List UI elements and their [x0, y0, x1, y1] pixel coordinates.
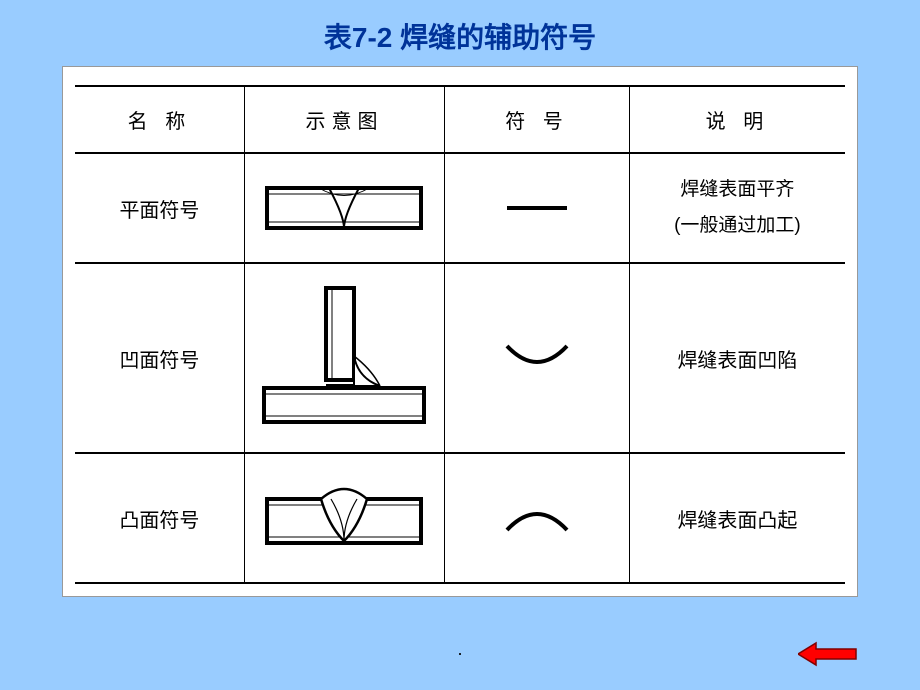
row1-symbol	[445, 153, 630, 263]
row1-name: 平面符号	[75, 153, 244, 263]
convex-symbol-icon	[477, 488, 597, 548]
concave-symbol-icon	[477, 328, 597, 388]
symbol-table-container: 名 称 示意图 符 号 说 明 平面符号	[62, 66, 858, 597]
row1-description: 焊缝表面平齐 (一般通过加工)	[629, 153, 845, 263]
header-diagram: 示意图	[244, 86, 444, 153]
header-name: 名 称	[75, 86, 244, 153]
footer-dot: .	[457, 639, 462, 660]
header-description: 说 明	[629, 86, 845, 153]
row2-diagram	[244, 263, 444, 453]
table-row: 凹面符号	[75, 263, 845, 453]
concave-weld-diagram-icon	[254, 278, 434, 438]
row3-symbol	[445, 453, 630, 583]
row3-description: 焊缝表面凸起	[629, 453, 845, 583]
back-arrow-button[interactable]	[798, 641, 858, 672]
row2-description: 焊缝表面凹陷	[629, 263, 845, 453]
symbol-table: 名 称 示意图 符 号 说 明 平面符号	[75, 85, 845, 584]
row1-diagram	[244, 153, 444, 263]
table-row: 凸面符号 焊缝表面凸起	[75, 453, 845, 583]
flat-symbol-icon	[477, 188, 597, 228]
row2-name: 凹面符号	[75, 263, 244, 453]
arrow-left-icon	[798, 641, 858, 667]
header-symbol: 符 号	[445, 86, 630, 153]
table-row: 平面符号	[75, 153, 845, 263]
convex-weld-diagram-icon	[259, 471, 429, 566]
row1-desc-line2: (一般通过加工)	[634, 208, 841, 244]
row3-name: 凸面符号	[75, 453, 244, 583]
flat-weld-diagram-icon	[259, 168, 429, 248]
header-row: 名 称 示意图 符 号 说 明	[75, 86, 845, 153]
row2-symbol	[445, 263, 630, 453]
row3-diagram	[244, 453, 444, 583]
page-title: 表7-2 焊缝的辅助符号	[0, 0, 920, 66]
row1-desc-line1: 焊缝表面平齐	[634, 172, 841, 208]
